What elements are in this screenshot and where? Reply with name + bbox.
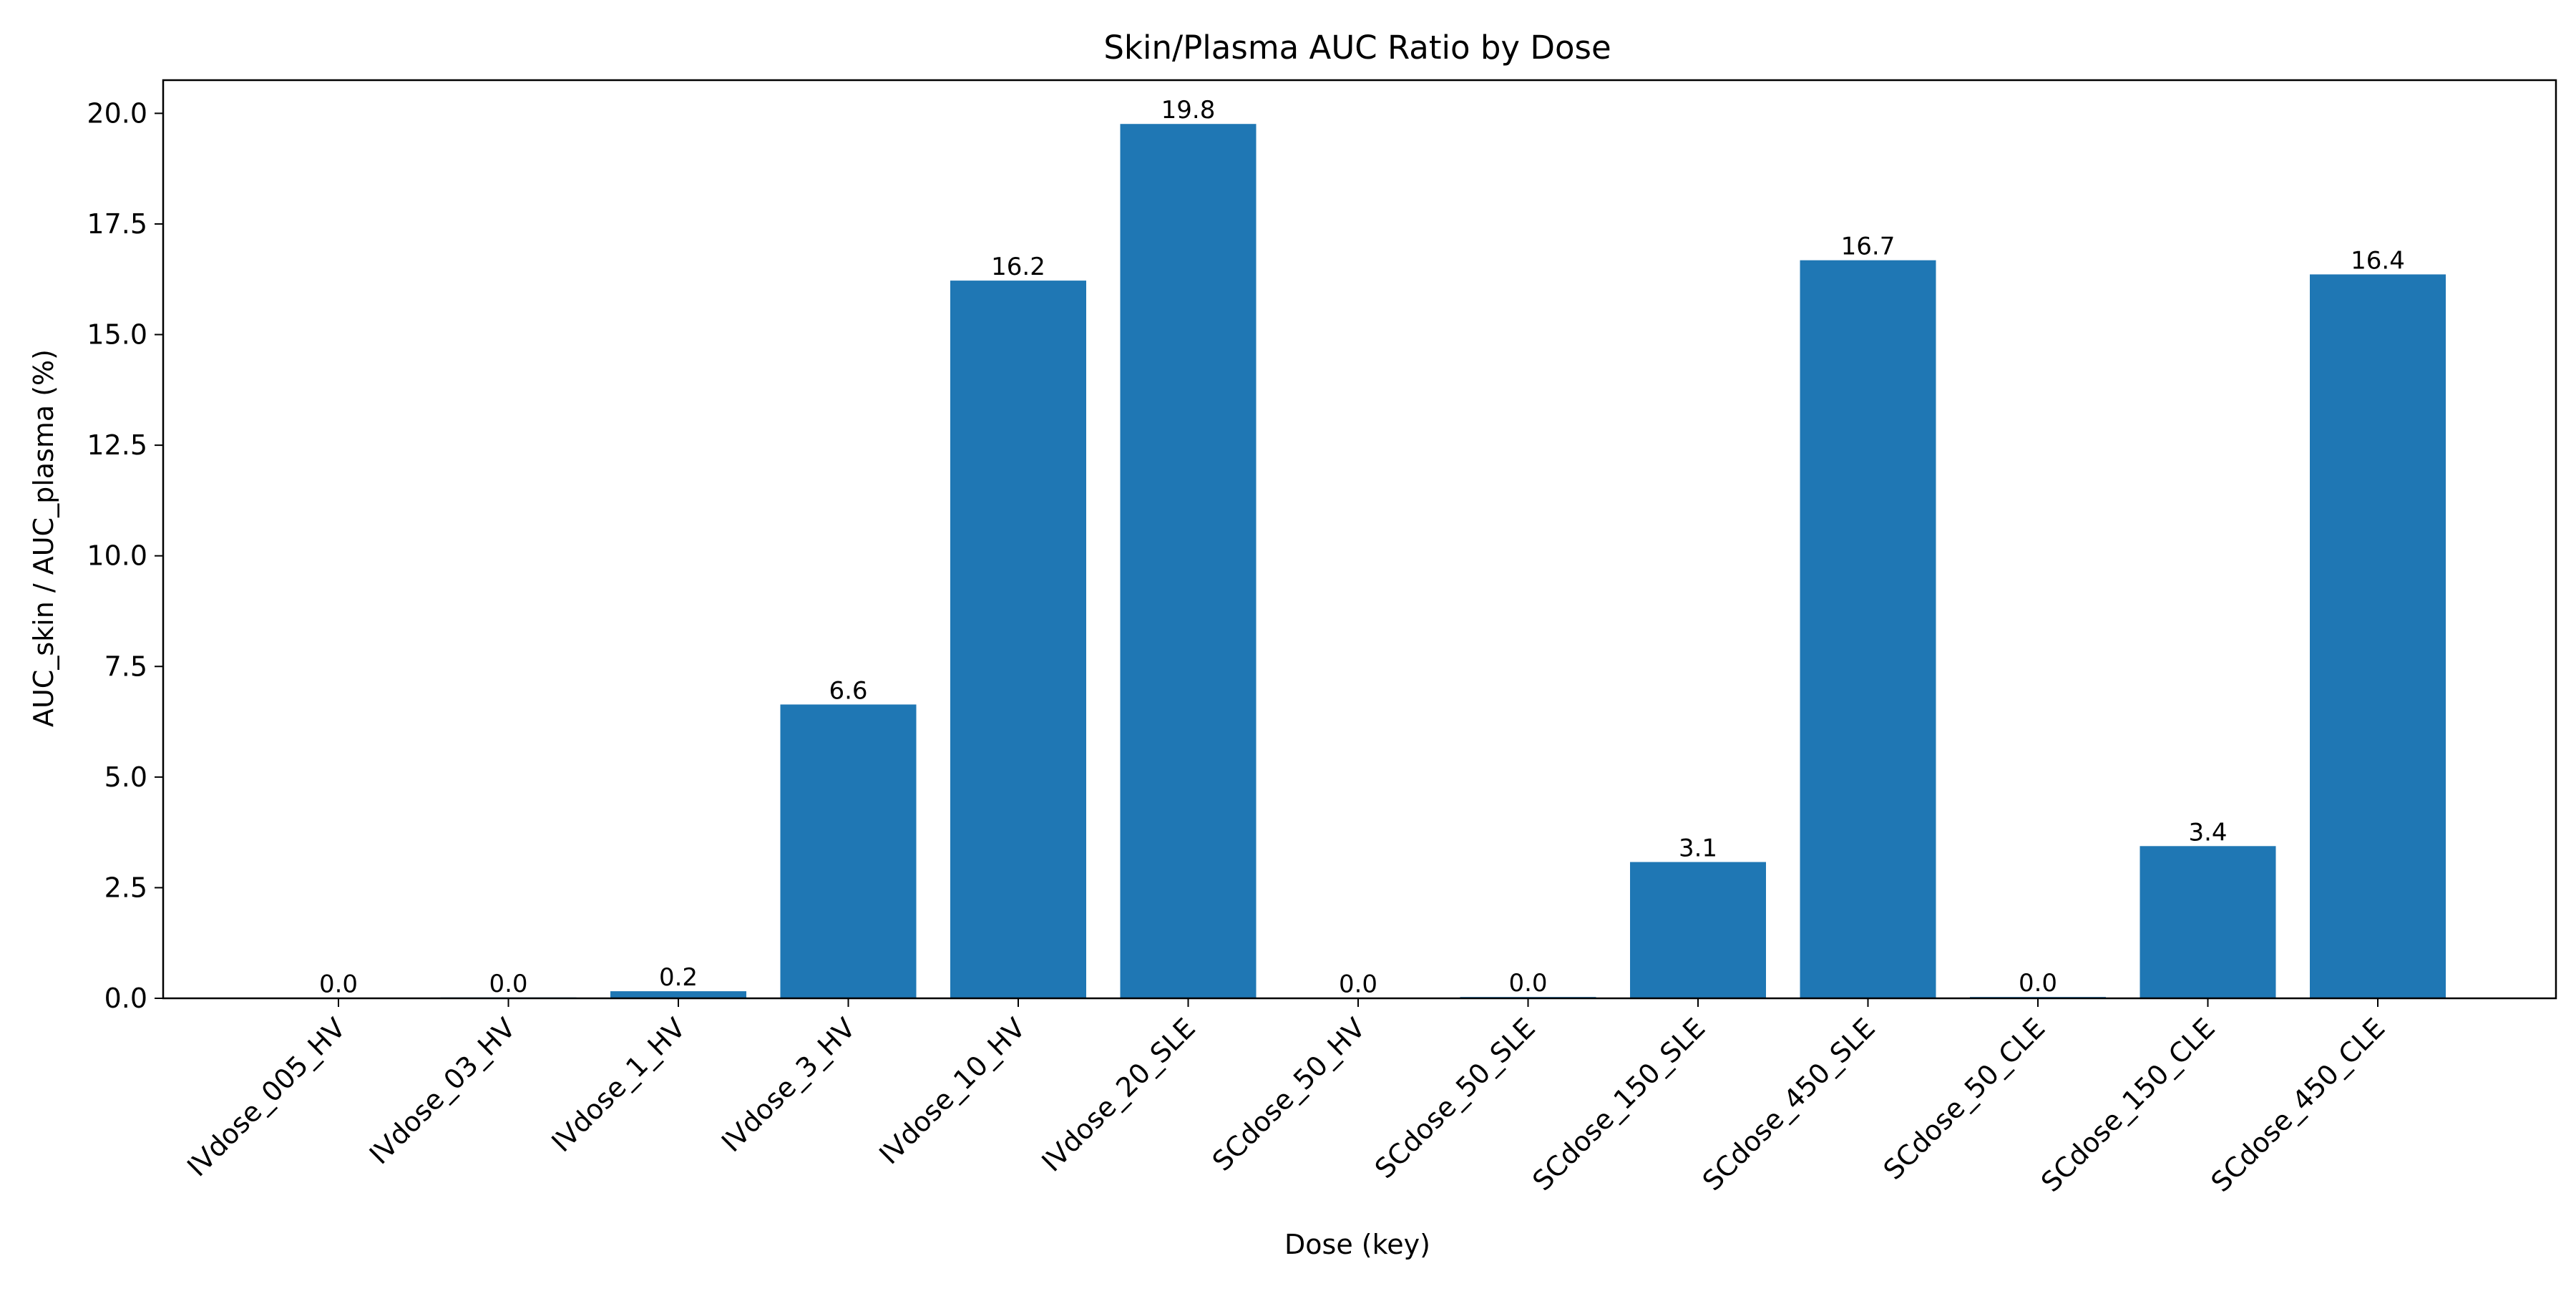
x-tick-label: IVdose_3_HV (716, 1012, 862, 1158)
y-tick-label: 2.5 (104, 872, 147, 903)
x-tick-label: IVdose_1_HV (545, 1012, 691, 1158)
y-tick-label: 10.0 (87, 540, 147, 572)
y-tick-label: 12.5 (87, 429, 147, 461)
x-tick-label: SCdose_50_HV (1206, 1012, 1372, 1177)
bar (1800, 260, 1936, 998)
x-tick-label: SCdose_150_SLE (1526, 1012, 1711, 1197)
bar (1630, 862, 1766, 998)
bar (1120, 124, 1257, 998)
data-label: 6.6 (829, 676, 867, 705)
data-label: 16.7 (1841, 233, 1896, 261)
data-label: 3.1 (1679, 834, 1717, 863)
x-tick-label: IVdose_10_HV (873, 1012, 1031, 1170)
data-label: 19.8 (1161, 96, 1216, 125)
x-tick-label: IVdose_03_HV (364, 1012, 522, 1170)
x-tick-label: SCdose_50_SLE (1369, 1012, 1541, 1184)
x-tick-label: IVdose_005_HV (181, 1012, 351, 1182)
data-label: 16.2 (991, 253, 1045, 281)
bar (610, 991, 746, 998)
bar (2140, 846, 2276, 998)
y-tick-label: 17.5 (87, 208, 147, 240)
data-label: 0.0 (1339, 970, 1377, 998)
y-axis-label: AUC_skin / AUC_plasma (%) (28, 349, 59, 727)
x-tick-label: SCdose_150_CLE (2035, 1012, 2221, 1198)
data-label: 16.4 (2351, 246, 2405, 275)
data-label: 0.0 (319, 970, 358, 998)
y-tick-label: 5.0 (104, 761, 147, 793)
data-label: 0.0 (1508, 969, 1547, 998)
y-tick-label: 15.0 (87, 319, 147, 351)
data-label: 3.4 (2188, 818, 2227, 847)
bar (780, 704, 917, 998)
bar (950, 281, 1086, 998)
data-label: 0.0 (2019, 969, 2057, 998)
x-tick-label: SCdose_450_SLE (1697, 1012, 1881, 1197)
data-label: 0.0 (489, 970, 527, 998)
bar (2310, 274, 2446, 998)
plot-frame (162, 79, 2557, 1000)
y-tick-label: 20.0 (87, 97, 147, 129)
chart-title: Skin/Plasma AUC Ratio by Dose (1103, 29, 1611, 67)
data-label: 0.2 (659, 963, 698, 992)
x-axis-label: Dose (key) (1284, 1229, 1430, 1260)
plot-area: 0.0IVdose_005_HV0.0IVdose_03_HV0.2IVdose… (87, 79, 2557, 1198)
x-tick-label: SCdose_50_CLE (1878, 1012, 2051, 1186)
y-tick-label: 7.5 (104, 651, 147, 682)
y-tick-label: 0.0 (104, 983, 147, 1014)
x-tick-label: SCdose_450_CLE (2205, 1012, 2391, 1198)
x-tick-label: IVdose_20_SLE (1035, 1012, 1201, 1178)
